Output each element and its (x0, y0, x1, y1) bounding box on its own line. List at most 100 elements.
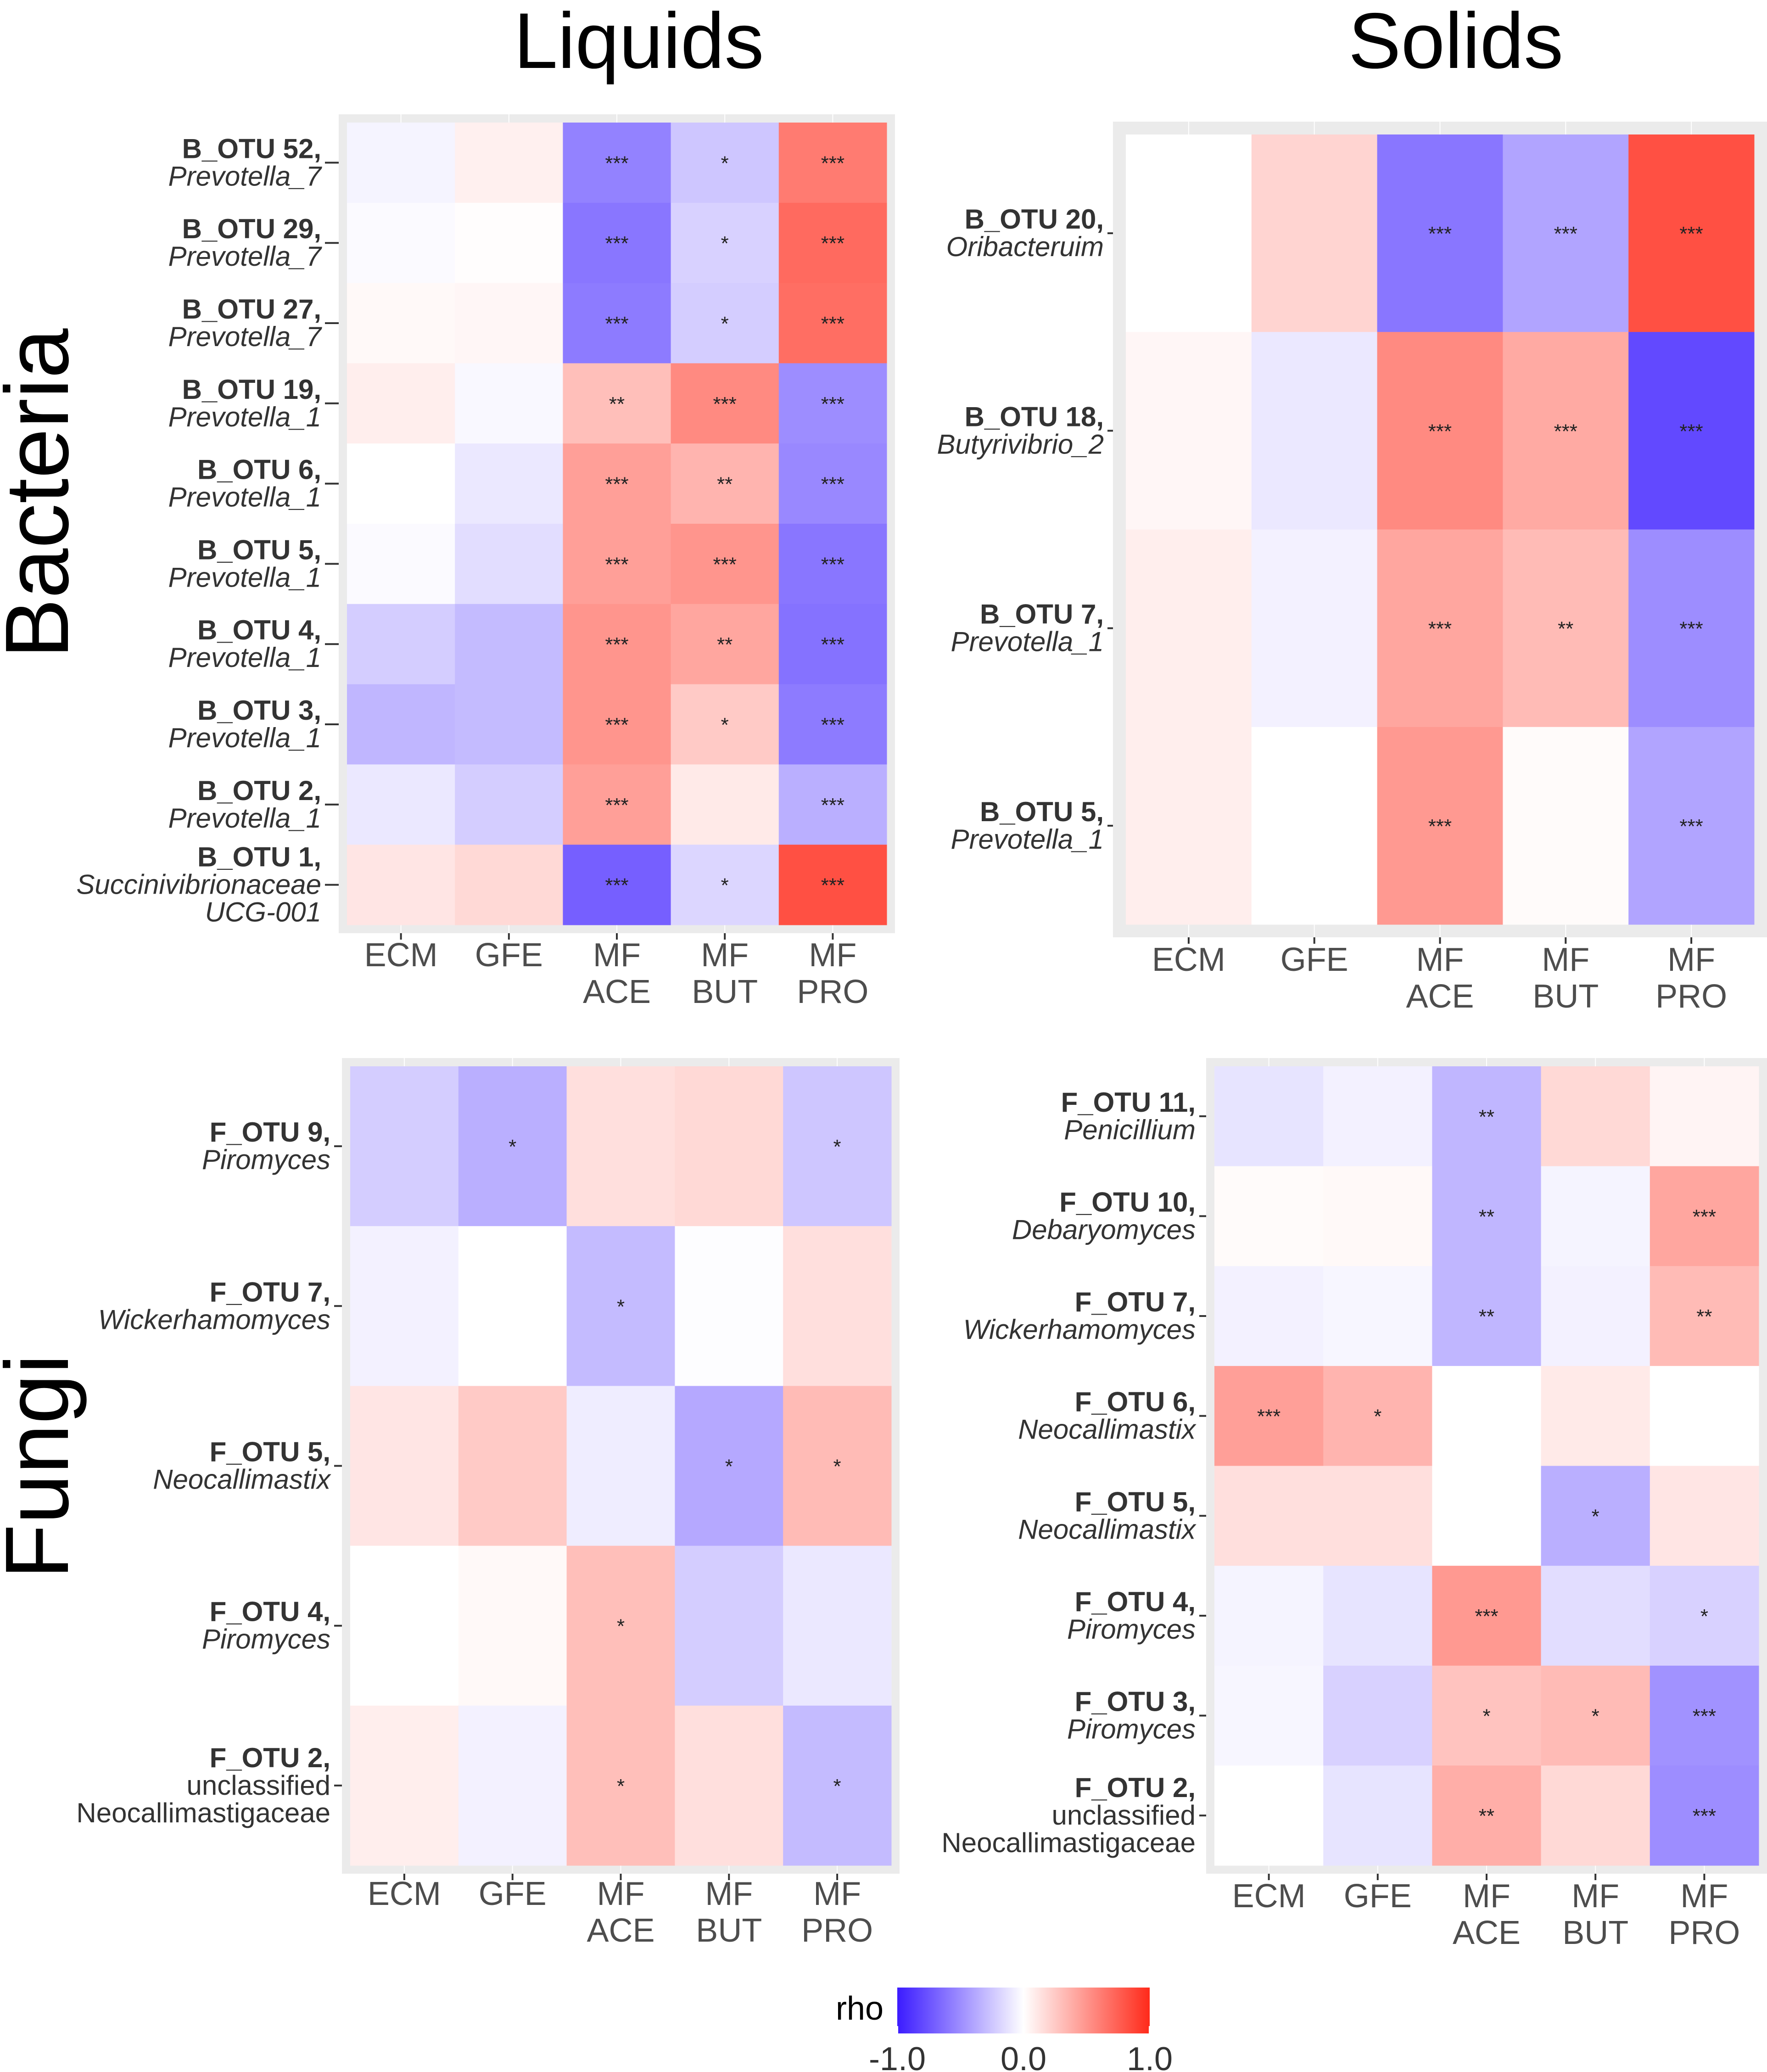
bacteria-liquids-row-label-5-line-1: Prevotella_1 (168, 562, 321, 593)
bacteria-liquids-sig-r0-c3: * (721, 152, 729, 174)
fungi-solids-cell-r4-c4 (1650, 1466, 1759, 1566)
fungi-solids-col-label-2-line-0: MF (1463, 1878, 1510, 1915)
bacteria-solids-col-label-1-line-0: GFE (1281, 941, 1348, 978)
fungi-solids-row-label-7-line-0: F_OTU 2, (1075, 1772, 1196, 1803)
fungi-solids-cell-r1-c1 (1323, 1166, 1432, 1266)
bacteria-liquids-row-label-3-line-1: Prevotella_1 (168, 402, 321, 432)
fungi-liquids-cell-r2-c2 (566, 1386, 675, 1546)
fungi-liquids-panel: * *F_OTU 9,Piromyces*F_OTU 7,Wickerhamomy… (76, 1058, 900, 1949)
fungi-solids-cell-r5-c1 (1323, 1566, 1432, 1666)
bacteria-liquids-cell-r7-c3 (671, 684, 779, 765)
fungi-solids-sig-r2-c4: ** (1696, 1305, 1712, 1328)
fungi-liquids-row-label-2-line-1: Neocallimastix (153, 1464, 331, 1495)
bacteria-solids-cell-r0-c0 (1126, 134, 1252, 332)
fungi-solids-cell-r2-c1 (1323, 1266, 1432, 1366)
bacteria-liquids-sig-r4-c2: *** (605, 473, 628, 496)
legend-tick-label-2: 1.0 (1127, 2041, 1173, 2072)
fungi-liquids-col-label-4-line-1: PRO (801, 1912, 873, 1949)
bacteria-liquids-cell-r4-c3 (671, 443, 779, 524)
bacteria-solids-col-label-4-line-0: MF (1667, 941, 1715, 978)
fungi-liquids-sig-r4-c2: * (617, 1775, 625, 1798)
bacteria-liquids-cell-r5-c4 (778, 524, 887, 605)
bacteria-liquids-sig-r5-c2: *** (605, 553, 628, 576)
bacteria-liquids-cell-r3-c0 (347, 363, 455, 444)
fungi-solids-sig-r7-c4: *** (1693, 1805, 1716, 1827)
fungi-liquids-sig-r0-c4: * (833, 1136, 841, 1158)
bacteria-liquids-sig-r7-c2: *** (605, 714, 628, 736)
fungi-solids-row-label-4-line-1: Neocallimastix (1018, 1514, 1197, 1545)
fungi-solids-sig-r6-c3: * (1592, 1705, 1599, 1728)
bacteria-liquids-row-label-3-line-0: B_OTU 19, (182, 374, 321, 405)
fungi-solids-cell-r6-c0 (1214, 1665, 1324, 1766)
bacteria-solids-cell-r1-c0 (1126, 332, 1252, 530)
bacteria-solids-row-label-2-line-1: Prevotella_1 (951, 627, 1104, 657)
fungi-liquids-cell-r3-c4 (783, 1546, 892, 1706)
fungi-solids-row-label-7-line-1: unclassified (1051, 1800, 1196, 1831)
bacteria-liquids-cell-r1-c4 (778, 202, 887, 284)
fungi-solids-row-label-7-line-2: Neocallimastigaceae (941, 1827, 1196, 1858)
fungi-solids-cell-r4-c1 (1323, 1466, 1432, 1566)
fungi-solids-cell-r1-c4 (1650, 1166, 1759, 1266)
bacteria-liquids-sig-r2-c2: *** (605, 313, 628, 335)
bacteria-liquids-cell-r8-c2 (563, 764, 671, 845)
fungi-liquids-row-label-0-line-0: F_OTU 9, (210, 1117, 330, 1148)
fungi-solids-cell-r6-c4 (1650, 1665, 1759, 1766)
fungi-solids-sig-r4-c3: * (1592, 1505, 1599, 1528)
bacteria-liquids-sig-r6-c4: *** (821, 633, 844, 656)
fungi-solids-row-label-3-line-1: Neocallimastix (1018, 1414, 1197, 1445)
bacteria-liquids-cell-r7-c1 (455, 684, 563, 765)
bacteria-liquids-row-label-2-line-0: B_OTU 27, (182, 294, 321, 325)
fungi-solids-cell-r0-c3 (1541, 1066, 1650, 1167)
fungi-liquids-sig-r1-c2: * (617, 1295, 625, 1318)
fungi-solids-cell-r2-c3 (1541, 1266, 1650, 1366)
bacteria-liquids-cell-r0-c2 (563, 123, 671, 203)
bacteria-liquids-row-label-1-line-0: B_OTU 29, (182, 213, 321, 244)
bacteria-liquids-sig-r1-c2: *** (605, 232, 628, 255)
fungi-solids-cell-r5-c3 (1541, 1566, 1650, 1666)
bacteria-solids-cell-r1-c2 (1377, 332, 1503, 530)
bacteria-liquids-sig-r1-c4: *** (821, 232, 844, 255)
bacteria-liquids-row-label-4-line-0: B_OTU 6, (197, 454, 321, 485)
bacteria-solids-row-label-3-line-1: Prevotella_1 (951, 824, 1104, 855)
fungi-liquids-col-label-0-line-0: ECM (368, 1876, 441, 1912)
bacteria-liquids-row-label-7-line-1: Prevotella_1 (168, 722, 321, 753)
fungi-solids-row-label-2-line-1: Wickerhamomyces (963, 1314, 1196, 1345)
bacteria-liquids-row-label-1-line-1: Prevotella_7 (168, 241, 322, 272)
fungi-liquids-cell-r1-c3 (675, 1226, 783, 1386)
bacteria-liquids-cell-r7-c2 (563, 684, 671, 765)
bacteria-liquids-cell-r2-c4 (778, 283, 887, 364)
bacteria-liquids-col-label-0-line-0: ECM (364, 937, 438, 974)
bacteria-liquids-cell-r8-c1 (455, 764, 563, 845)
row-title-bacteria: Bacteria (0, 328, 87, 658)
column-title-solids: Solids (1348, 0, 1563, 85)
fungi-solids-sig-r7-c2: ** (1479, 1805, 1494, 1827)
fungi-solids-cell-r6-c3 (1541, 1665, 1650, 1766)
bacteria-liquids-cell-r8-c0 (347, 764, 455, 845)
bacteria-solids-row-label-1-line-1: Butyrivibrio_2 (937, 429, 1104, 459)
bacteria-liquids-cell-r1-c0 (347, 202, 455, 284)
bacteria-solids-row-label-3-line-0: B_OTU 5, (980, 796, 1104, 827)
fungi-solids-cell-r7-c3 (1541, 1765, 1650, 1866)
fungi-solids-cell-r3-c1 (1323, 1366, 1432, 1466)
fungi-solids-cell-r5-c2 (1432, 1566, 1542, 1666)
fungi-solids-sig-r2-c2: ** (1479, 1305, 1494, 1328)
bacteria-liquids-sig-r9-c3: * (721, 874, 729, 897)
bacteria-liquids-cell-r0-c3 (671, 123, 779, 203)
fungi-solids-cell-r7-c0 (1214, 1765, 1324, 1866)
fungi-liquids-cell-r2-c3 (675, 1386, 783, 1546)
fungi-liquids-cell-r0-c0 (350, 1066, 459, 1226)
legend-tick-label-1: 0.0 (1001, 2041, 1046, 2072)
bacteria-solids-sig-r1-c3: *** (1554, 420, 1577, 442)
bacteria-liquids-sig-r5-c4: *** (821, 553, 844, 576)
bacteria-solids-cell-r3-c4 (1628, 727, 1755, 925)
bacteria-solids-cell-r0-c1 (1251, 134, 1378, 332)
bacteria-liquids-sig-r8-c4: *** (821, 794, 844, 817)
bacteria-liquids-panel: *** * ***B_OTU 52,Prevotella_7*** * ***B_OTU… (76, 114, 895, 1010)
fungi-liquids-cell-r2-c1 (458, 1386, 567, 1546)
bacteria-solids-row-label-0-line-1: Oribacteruim (946, 231, 1104, 262)
bacteria-liquids-cell-r0-c1 (455, 123, 563, 203)
bacteria-liquids-cell-r9-c1 (455, 845, 563, 925)
fungi-solids-cell-r4-c0 (1214, 1466, 1324, 1566)
fungi-liquids-col-label-2-line-0: MF (597, 1876, 645, 1912)
fungi-liquids-row-label-3-line-0: F_OTU 4, (210, 1596, 330, 1627)
